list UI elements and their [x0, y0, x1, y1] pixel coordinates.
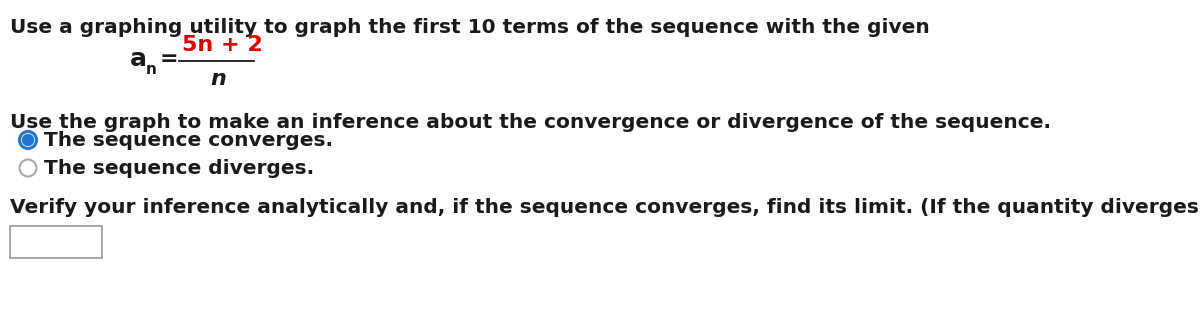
Text: Use the graph to make an inference about the convergence or divergence of the se: Use the graph to make an inference about… [10, 113, 1051, 132]
Circle shape [23, 135, 34, 146]
Text: Verify your inference analytically and, if the sequence converges, find its limi: Verify your inference analytically and, … [10, 198, 1200, 217]
Text: The sequence diverges.: The sequence diverges. [44, 158, 314, 177]
Text: =: = [160, 49, 179, 69]
Text: 5n + 2: 5n + 2 [182, 35, 263, 55]
Text: n: n [146, 61, 157, 77]
Text: The sequence converges.: The sequence converges. [44, 130, 334, 149]
Text: n: n [210, 69, 226, 89]
Text: Use a graphing utility to graph the first 10 terms of the sequence with the give: Use a graphing utility to graph the firs… [10, 18, 937, 37]
FancyBboxPatch shape [10, 226, 102, 258]
Text: a: a [130, 47, 148, 71]
